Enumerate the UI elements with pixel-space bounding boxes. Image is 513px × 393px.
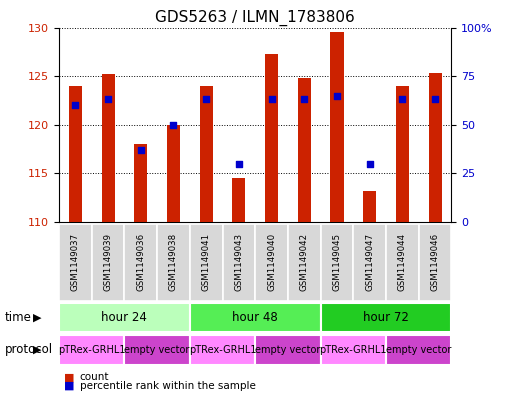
Text: ■: ■ (64, 372, 74, 382)
Bar (69, 86, 82, 222)
Bar (124, 335, 190, 365)
Bar (124, 224, 157, 301)
Bar (363, 191, 376, 222)
Text: GSM1149042: GSM1149042 (300, 233, 309, 291)
Bar (190, 224, 223, 301)
Bar (134, 144, 147, 222)
Text: hour 48: hour 48 (232, 311, 278, 324)
Text: ▶: ▶ (33, 345, 41, 355)
Bar (157, 224, 190, 301)
Bar (200, 86, 213, 222)
Bar (59, 224, 92, 301)
Point (333, 92, 341, 99)
Text: percentile rank within the sample: percentile rank within the sample (80, 381, 255, 391)
Point (300, 96, 308, 103)
Bar (255, 224, 288, 301)
Bar (265, 54, 278, 222)
Point (136, 147, 145, 153)
Text: GSM1149044: GSM1149044 (398, 233, 407, 291)
Bar (288, 224, 321, 301)
Point (366, 160, 374, 167)
Bar (59, 335, 124, 365)
Title: GDS5263 / ILMN_1783806: GDS5263 / ILMN_1783806 (155, 10, 355, 26)
Bar (321, 303, 451, 332)
Bar (353, 224, 386, 301)
Text: pTRex-GRHL1: pTRex-GRHL1 (320, 345, 387, 355)
Text: ■: ■ (64, 381, 74, 391)
Text: GSM1149043: GSM1149043 (234, 233, 243, 291)
Text: GSM1149047: GSM1149047 (365, 233, 374, 291)
Text: empty vector: empty vector (255, 345, 321, 355)
Text: empty vector: empty vector (125, 345, 190, 355)
Bar (102, 74, 114, 222)
Bar (386, 335, 451, 365)
Text: GSM1149041: GSM1149041 (202, 233, 211, 291)
Bar (419, 224, 451, 301)
Bar (428, 73, 442, 222)
Bar (255, 335, 321, 365)
Text: GSM1149037: GSM1149037 (71, 233, 80, 291)
Text: GSM1149038: GSM1149038 (169, 233, 178, 291)
Point (398, 96, 406, 103)
Bar (190, 303, 321, 332)
Text: count: count (80, 372, 109, 382)
Bar (59, 303, 190, 332)
Point (169, 122, 177, 128)
Text: GSM1149046: GSM1149046 (430, 233, 440, 291)
Bar (396, 86, 409, 222)
Bar (321, 224, 353, 301)
Bar (92, 224, 124, 301)
Bar (232, 178, 245, 222)
Text: pTRex-GRHL1: pTRex-GRHL1 (58, 345, 126, 355)
Text: ▶: ▶ (33, 312, 41, 322)
Text: pTRex-GRHL1: pTRex-GRHL1 (189, 345, 256, 355)
Text: empty vector: empty vector (386, 345, 451, 355)
Bar (298, 78, 311, 222)
Point (202, 96, 210, 103)
Bar (330, 32, 344, 222)
Text: GSM1149039: GSM1149039 (104, 233, 112, 291)
Point (235, 160, 243, 167)
Bar (190, 335, 255, 365)
Text: GSM1149040: GSM1149040 (267, 233, 276, 291)
Text: GSM1149036: GSM1149036 (136, 233, 145, 291)
Bar (167, 125, 180, 222)
Bar (223, 224, 255, 301)
Bar (386, 224, 419, 301)
Text: hour 24: hour 24 (102, 311, 147, 324)
Point (104, 96, 112, 103)
Text: protocol: protocol (5, 343, 53, 356)
Text: GSM1149045: GSM1149045 (332, 233, 342, 291)
Text: hour 72: hour 72 (363, 311, 409, 324)
Point (71, 102, 80, 108)
Point (431, 96, 439, 103)
Bar (321, 335, 386, 365)
Text: time: time (5, 311, 32, 324)
Point (267, 96, 275, 103)
